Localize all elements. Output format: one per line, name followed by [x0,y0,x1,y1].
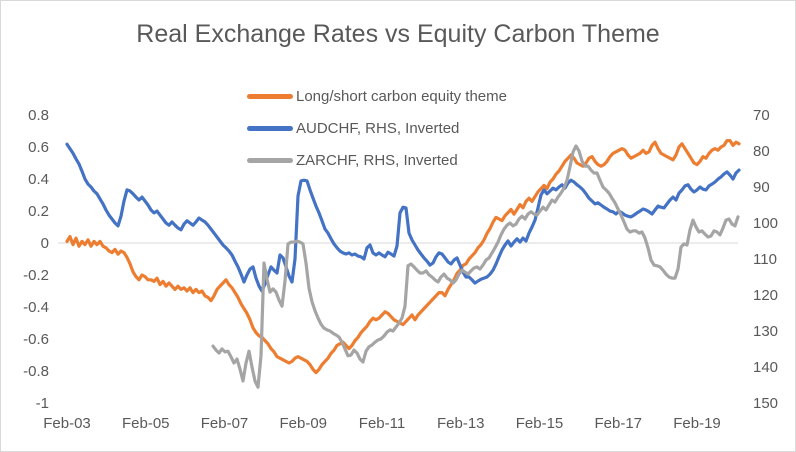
series-line-audchf [65,142,741,293]
left-axis-tick-label: -0.4 [23,299,49,316]
right-axis-tick-label: 70 [753,107,770,124]
legend-label: Long/short carbon equity theme [296,87,507,105]
legend-swatch-audchf-icon [247,125,293,131]
x-axis-tick-label: Feb-11 [359,415,405,432]
chart-title: Real Exchange Rates vs Equity Carbon The… [136,20,660,48]
right-axis-tick-label: 110 [753,251,777,268]
left-axis-tick-label: 0.4 [28,171,49,188]
legend-swatch-carbon-theme-icon [247,93,293,99]
left-axis-tick-label: -0.6 [23,331,49,348]
series-line-zarchf [211,144,740,389]
x-axis-tick-label: Feb-09 [279,415,327,432]
x-axis-tick-label: Feb-05 [122,415,170,432]
right-axis-tick-label: 140 [753,359,778,376]
left-axis-tick-label: 0 [41,235,49,252]
legend-label: AUDCHF, RHS, Inverted [296,119,460,137]
left-axis-tick-label: 0.6 [28,139,49,156]
left-axis-tick-label: 0.2 [28,203,49,220]
x-axis-tick-label: Feb-19 [673,415,721,432]
legend: Long/short carbon equity theme AUDCHF, R… [247,85,507,181]
left-axis-tick-label: -1 [36,395,49,412]
legend-item-carbon-theme: Long/short carbon equity theme [247,85,507,107]
right-axis-tick-label: 130 [753,323,778,340]
left-axis-tick-label: -0.8 [23,363,49,380]
legend-item-audchf: AUDCHF, RHS, Inverted [247,117,507,139]
x-axis-tick-label: Feb-17 [594,415,642,432]
right-axis-tick-label: 150 [753,395,778,412]
right-axis-tick-label: 120 [753,287,778,304]
right-axis-tick-label: 90 [753,179,770,196]
right-axis-tick-label: 80 [753,143,770,160]
legend-swatch-zarchf-icon [247,157,293,163]
x-axis-tick-label: Feb-07 [201,415,249,432]
x-axis-tick-label: Feb-13 [437,415,485,432]
right-axis-tick-label: 100 [753,215,778,232]
left-axis-tick-label: -0.2 [23,267,49,284]
x-axis-tick-label: Feb-03 [43,415,91,432]
legend-item-zarchf: ZARCHF, RHS, Inverted [247,149,507,171]
legend-label: ZARCHF, RHS, Inverted [296,151,458,169]
series-line-carbon-theme [65,139,741,375]
left-axis-tick-label: 0.8 [28,107,49,124]
x-axis-tick-label: Feb-15 [516,415,564,432]
